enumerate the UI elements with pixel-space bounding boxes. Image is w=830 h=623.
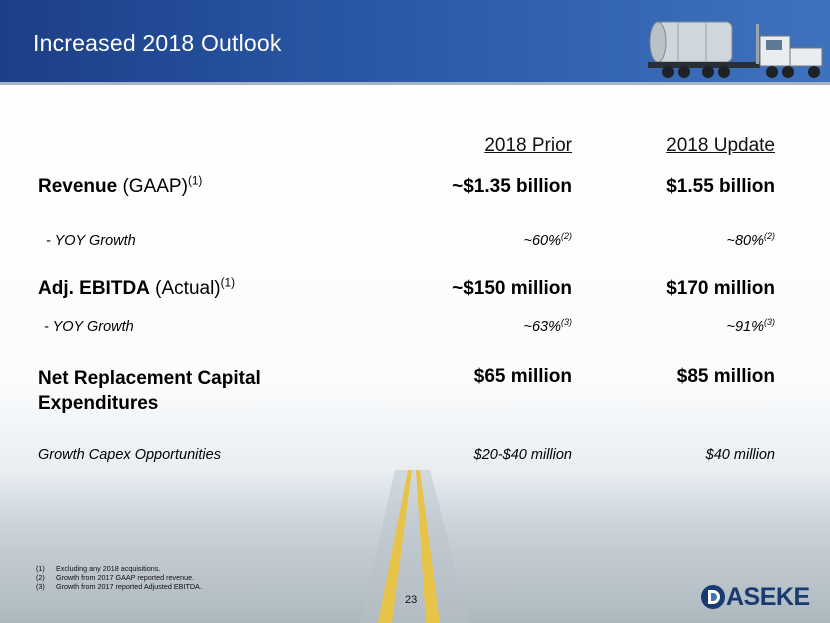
header-band: Increased 2018 Outlook [0,0,830,82]
column-header-update: 2018 Update [666,135,775,156]
revenue-label-bold: Revenue [38,176,118,197]
revenue-growth-prior-ref: (2) [561,231,572,242]
ebitda-growth-update-ref: (3) [764,317,775,328]
logo-d-mark-icon [701,585,725,609]
growth-capex-label: Growth Capex Opportunities [38,447,221,463]
row-label-ebitda: Adj. EBITDA (Actual)(1) [38,276,236,300]
ebitda-footnote-ref: (1) [220,276,236,290]
revenue-label-rest: (GAAP) [117,176,188,197]
capex-prior-value: $65 million [473,366,572,387]
revenue-growth-prior: ~60%(2) [523,231,572,249]
row-label-revenue: Revenue (GAAP)(1) [38,174,203,198]
ebitda-growth-update: ~91%(3) [726,317,775,335]
capex-update-value: $85 million [676,366,775,387]
revenue-growth-prior-value: ~60% [523,233,562,249]
growth-capex-update-value: $40 million [705,447,775,463]
logo-text: ASEKE [726,582,810,611]
revenue-update-value: $1.55 billion [666,176,775,197]
revenue-growth-update-value: ~80% [726,233,765,249]
revenue-prior-value: ~$1.35 billion [452,176,572,197]
ebitda-growth-prior: ~63%(3) [523,317,572,335]
ebitda-growth-prior-ref: (3) [561,317,572,328]
ebitda-growth-label: - YOY Growth [44,319,134,335]
row-label-capex: Net Replacement Capital Expenditures [38,366,261,416]
road-background [360,470,470,623]
capex-label-line2: Expenditures [38,393,159,414]
page-title: Increased 2018 Outlook [33,30,282,56]
ebitda-label-rest: (Actual) [149,278,221,299]
daseke-logo: ASEKE [700,582,810,611]
growth-capex-prior-value: $20-$40 million [473,447,572,463]
ebitda-growth-update-value: ~91% [726,319,765,335]
ebitda-growth-prior-value: ~63% [523,319,562,335]
revenue-growth-update: ~80%(2) [726,231,775,249]
page-number: 23 [405,594,418,606]
footnote-2: (2) Growth from 2017 GAAP reported revenu… [36,573,195,583]
footnotes: (1) Excluding any 2018 acquisitions. (2) G… [36,564,202,592]
revenue-growth-update-ref: (2) [764,231,775,242]
ebitda-prior-value: ~$150 million [452,278,572,299]
capex-label-line1: Net Replacement Capital [38,368,261,389]
revenue-footnote-ref: (1) [187,174,203,188]
footnote-1: (1) Excluding any 2018 acquisitions. [36,564,161,573]
revenue-growth-label: - YOY Growth [46,233,136,249]
ebitda-update-value: $170 million [666,278,775,299]
truck-illustration [648,21,823,78]
column-header-prior: 2018 Prior [484,135,572,156]
ebitda-label-bold: Adj. EBITDA [38,278,150,299]
header-shadow [0,82,830,85]
footnote-3: (3) Growth from 2017 reported Adjusted EB… [36,582,202,592]
